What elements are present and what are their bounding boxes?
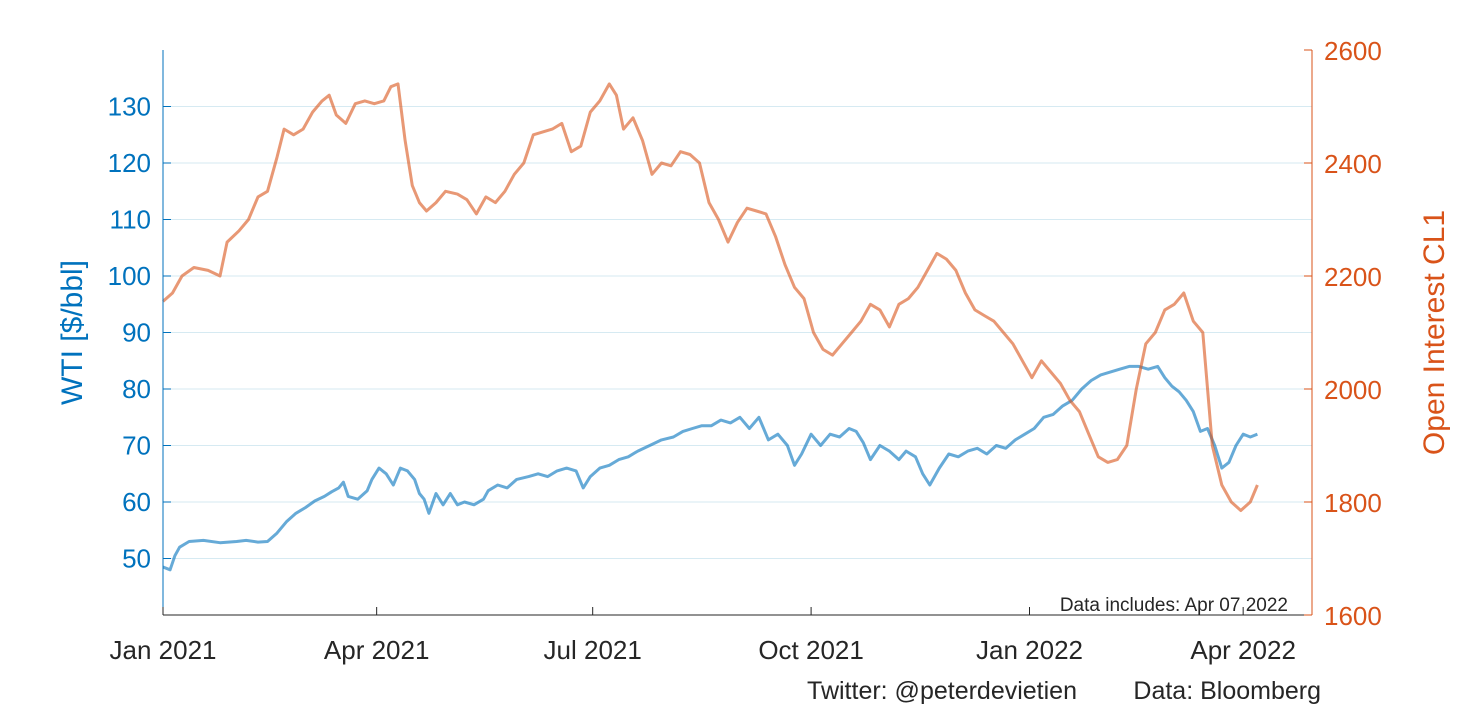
right-tick-label: 2600 [1324,36,1382,66]
credit-twitter: Twitter: @peterdevietien [807,677,1077,705]
x-tick-label: Oct 2021 [758,635,864,665]
right-axis-title: Open Interest CL1 [1418,210,1451,455]
right-tick-label: 1800 [1324,488,1382,518]
open-interest-series-line [162,82,1259,512]
left-tick-label: 90 [122,318,151,348]
x-tick-label: Apr 2022 [1190,635,1296,665]
left-tick-label: 120 [108,148,151,178]
left-axis-title: WTI [$/bbl] [56,260,89,405]
left-tick-label: 70 [122,431,151,461]
left-tick-label: 110 [110,205,151,235]
left-tick-label: 100 [108,261,151,291]
gridlines [163,106,1312,559]
right-tick-label: 1600 [1324,601,1382,631]
left-tick-label: 60 [122,487,151,517]
data-includes-note: Data includes: Apr 07 2022 [1060,595,1288,616]
x-tick-label: Jul 2021 [544,635,642,665]
credit-source: Data: Bloomberg [1133,677,1321,705]
left-tick-label: 130 [108,92,151,122]
x-tick-label: Apr 2021 [324,635,430,665]
x-tick-label: Jan 2021 [110,635,217,665]
left-tick-label: 80 [122,374,151,404]
x-tick-label: Jan 2022 [976,635,1083,665]
wti-series-line [162,364,1258,572]
series-lines [162,82,1259,572]
right-tick-label: 2000 [1324,375,1382,405]
right-tick-label: 2400 [1324,149,1382,179]
tick-labels: 50 60 70 80 90 100 110 120 130 1600 1800 2000 2200 24… [108,36,1382,665]
left-tick-label: 50 [122,544,151,574]
right-tick-label: 2200 [1324,262,1382,292]
